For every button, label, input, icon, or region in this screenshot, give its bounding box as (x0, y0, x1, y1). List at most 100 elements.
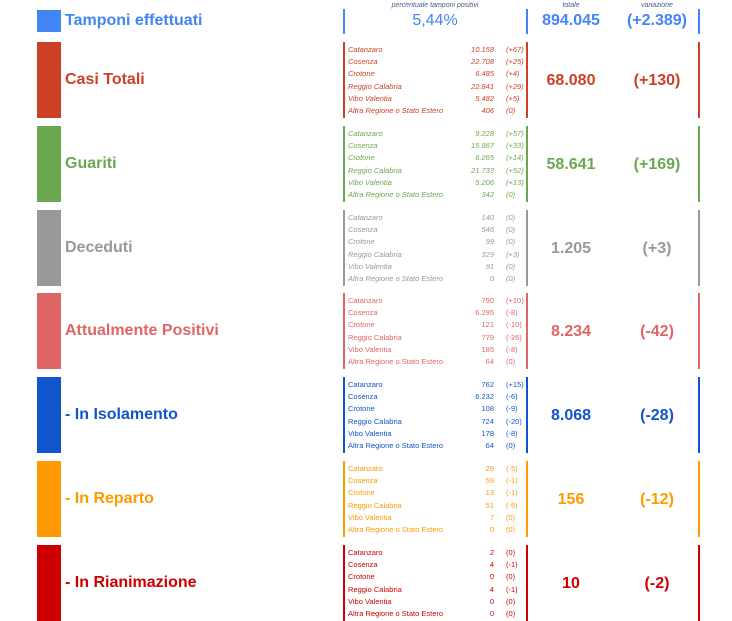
province-name: Altra Regione o Stato Estero (348, 356, 444, 366)
province-name: Altra Regione o Stato Estero (348, 608, 444, 618)
province-value: 6.232 (475, 392, 494, 402)
province-value: 91 (485, 261, 494, 271)
guariti-total: 58.641 (546, 156, 596, 173)
province-value: 59 (485, 476, 494, 486)
province-delta: (0) (506, 548, 516, 557)
province-delta: (-8) (506, 308, 518, 318)
province-name: Cosenza (348, 560, 378, 570)
province-value: 108 (481, 404, 494, 414)
rianimazione-divider-3 (698, 545, 700, 621)
province-row: Reggio Calabria 779 (-26) (348, 332, 526, 344)
province-name: Crotone (348, 237, 375, 247)
province-delta: (-8) (506, 344, 518, 354)
province-name: Cosenza (348, 57, 378, 67)
province-delta: (-1) (506, 488, 518, 498)
province-value: 6.265 (475, 153, 494, 163)
province-name: Vibo Valentia (348, 93, 392, 103)
province-row: Reggio Calabria 4 (-1) (348, 584, 526, 596)
province-delta: (-8) (506, 428, 518, 438)
province-name: Altra Regione o Stato Estero (348, 440, 444, 450)
province-row: Reggio Calabria 51 (-5) (348, 500, 526, 512)
isolamento-total: 8.068 (550, 407, 592, 424)
attualmente-positivi-total: 8.234 (550, 323, 592, 340)
deceduti-color-swatch (37, 210, 61, 286)
province-delta: (+29) (506, 81, 524, 91)
province-value: 22.841 (471, 81, 494, 91)
province-value: 0 (489, 596, 494, 606)
deceduti-title: Deceduti (65, 239, 133, 256)
province-value: 5.482 (475, 93, 494, 103)
province-delta: (+25) (506, 57, 524, 67)
province-name: Vibo Valentia (348, 177, 392, 187)
reparto-divider-2 (526, 461, 528, 537)
province-name: Altra Regione o Stato Estero (348, 273, 444, 283)
tamponi-divider-3 (698, 9, 700, 34)
province-row: Cosenza 4 (-1) (348, 559, 526, 571)
province-row: Vibo Valentia 5.206 (+13) (348, 177, 526, 189)
tamponi-divider-1 (343, 9, 345, 34)
province-row: Vibo Valentia 5.482 (+5) (348, 93, 526, 105)
province-name: Catanzaro (348, 45, 383, 54)
province-name: Cosenza (348, 308, 378, 318)
province-delta: (0) (506, 105, 516, 115)
deceduti-variation: (+3) (642, 240, 672, 257)
deceduti-divider-3 (698, 210, 700, 286)
province-row: Altra Regione o Stato Estero 64 (0) (348, 356, 526, 368)
province-name: Reggio Calabria (348, 249, 402, 259)
province-name: Cosenza (348, 225, 378, 235)
deceduti-divider-1 (343, 210, 345, 286)
province-name: Vibo Valentia (348, 512, 392, 522)
province-row: Cosenza 22.708 (+25) (348, 56, 526, 68)
rianimazione-variation: (-2) (644, 575, 670, 592)
tamponi-title: Tamponi effettuati (65, 12, 203, 29)
province-row: Reggio Calabria 22.841 (+29) (348, 81, 526, 93)
province-delta: (0) (506, 356, 516, 366)
isolamento-divider-3 (698, 377, 700, 453)
province-value: 342 (481, 189, 494, 199)
province-row: Catanzaro 26 (-5) (348, 463, 526, 475)
province-delta: (+67) (506, 45, 524, 54)
guariti-divider-1 (343, 126, 345, 202)
province-name: Crotone (348, 488, 375, 498)
province-name: Catanzaro (348, 213, 383, 222)
province-value: 99 (485, 237, 494, 247)
province-value: 15.867 (471, 141, 494, 151)
province-delta: (+15) (506, 380, 524, 389)
province-value: 64 (485, 440, 494, 450)
province-row: Catanzaro 10.158 (+67) (348, 44, 526, 56)
isolamento-divider-2 (526, 377, 528, 453)
attualmente-positivi-variation: (-42) (640, 323, 674, 340)
deceduti-total: 1.205 (550, 240, 592, 257)
attualmente-positivi-divider-3 (698, 293, 700, 369)
province-name: Vibo Valentia (348, 261, 392, 271)
province-value: 185 (481, 344, 494, 354)
province-row: Reggio Calabria 329 (+3) (348, 249, 526, 261)
province-value: 22.708 (471, 57, 494, 67)
province-delta: (+57) (506, 129, 524, 138)
province-name: Reggio Calabria (348, 500, 402, 510)
reparto-color-swatch (37, 461, 61, 537)
province-name: Catanzaro (348, 380, 383, 389)
province-value: 790 (481, 296, 494, 305)
casi-totali-variation: (+130) (633, 72, 681, 89)
reparto-total: 156 (557, 491, 585, 508)
province-delta: (0) (506, 261, 516, 271)
guariti-title: Guariti (65, 155, 117, 172)
total-header-label: totale (562, 2, 580, 9)
reparto-divider-3 (698, 461, 700, 537)
casi-totali-divider-3 (698, 42, 700, 118)
province-name: Crotone (348, 404, 375, 414)
province-value: 178 (481, 428, 494, 438)
province-delta: (+33) (506, 141, 524, 151)
attualmente-positivi-divider-1 (343, 293, 345, 369)
casi-totali-total: 68.080 (546, 72, 596, 89)
province-value: 9.228 (475, 129, 494, 138)
reparto-title: - In Reparto (65, 490, 154, 507)
province-row: Crotone 99 (0) (348, 236, 526, 248)
province-name: Altra Regione o Stato Estero (348, 105, 444, 115)
province-delta: (-1) (506, 584, 518, 594)
guariti-color-swatch (37, 126, 61, 202)
province-row: Cosenza 6.295 (-8) (348, 307, 526, 319)
guariti-breakdown: Catanzaro 9.228 (+57) Cosenza 15.867 (+33) Cro… (348, 128, 526, 201)
province-name: Altra Regione o Stato Estero (348, 189, 444, 199)
